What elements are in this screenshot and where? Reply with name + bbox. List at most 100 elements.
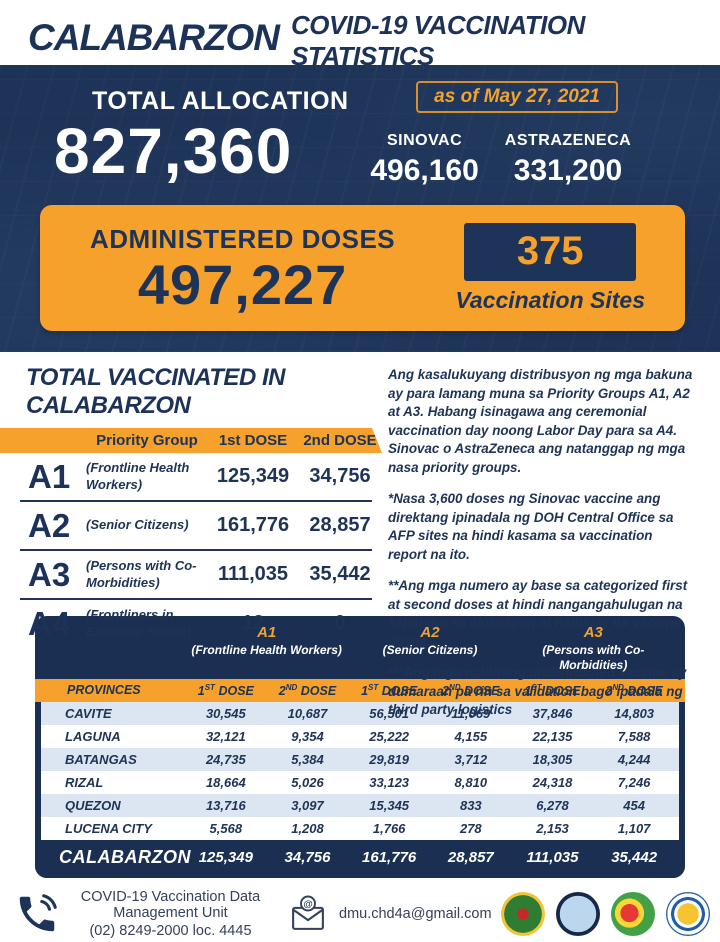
- group-a2-code: A2: [420, 624, 440, 641]
- dose-value: 56,501: [369, 705, 410, 721]
- email-icon: @: [287, 892, 329, 936]
- community-seal-logo: [666, 891, 710, 936]
- dose-value: 15,345: [369, 797, 410, 813]
- dose-value: 33,123: [369, 774, 410, 790]
- priority-row: A1 (Frontline Health Workers) 125,349 34,75…: [20, 453, 372, 502]
- administered-doses-card: ADMINISTERED DOSES 497,227 375 Vaccinati…: [40, 205, 685, 331]
- page-subtitle: COVID-19 VACCINATION STATISTICS: [291, 9, 585, 71]
- a1-dose2-header: 2ND DOSE: [278, 682, 337, 698]
- total-dose-value: 28,857: [447, 848, 494, 866]
- astrazeneca-label: ASTRAZENECA: [504, 132, 632, 149]
- dose-value: 18,305: [532, 751, 573, 767]
- total-dose-value: 111,035: [526, 848, 579, 866]
- dose-value: 9,354: [291, 728, 324, 744]
- priority-desc: (Senior Citizens): [86, 517, 189, 533]
- dose-value: 24,735: [205, 751, 246, 767]
- group-a1-code: A1: [257, 624, 277, 641]
- dose-value: 1,107: [617, 820, 651, 836]
- dose-value: 4,244: [617, 751, 651, 767]
- email-address: dmu.chd4a@gmail.com: [339, 905, 492, 922]
- total-allocation-value: 827,360: [54, 115, 293, 187]
- dose-value: 32,121: [205, 728, 246, 744]
- priority-row: A4 (Frontliners in Essential Sector) 12 0: [20, 600, 372, 647]
- logo-row: [501, 891, 710, 936]
- total-vaccinated-section: TOTAL VACCINATED IN CALABARZON Priority …: [0, 352, 720, 717]
- dose-value: 24,318: [532, 774, 573, 790]
- dose1-value: 125,349: [216, 465, 290, 487]
- dose-value: 37,846: [532, 705, 573, 721]
- province-name: BATANGAS: [65, 751, 137, 767]
- dose1-value: 12: [241, 612, 265, 634]
- dose-value: 6,278: [536, 797, 569, 813]
- note-paragraph: Ang kasalukuyang distribusyon ng mga bak…: [388, 367, 693, 475]
- dose-value: 833: [459, 797, 482, 813]
- provinces-group-header: A1 (Frontline Health Workers) A2 (Senior…: [35, 616, 685, 679]
- priority-table-title: TOTAL VACCINATED IN CALABARZON: [26, 364, 285, 419]
- priority-row: A3 (Persons with Co-Morbidities) 111,035 35…: [20, 551, 372, 600]
- provinces-table: A1 (Frontline Health Workers) A2 (Senior…: [35, 616, 685, 878]
- astrazeneca-value: 331,200: [513, 154, 623, 187]
- contact-block: COVID-19 Vaccination Data Management Uni…: [68, 889, 273, 939]
- dose-value: 3,097: [291, 797, 324, 813]
- group-a1-header: A1 (Frontline Health Workers): [185, 624, 348, 673]
- sinovac-label: SINOVAC: [386, 132, 463, 149]
- dose-value: 5,568: [209, 820, 243, 836]
- region-map-logo: [556, 891, 600, 936]
- calabarzon-total-row: CALABARZON 125,349 34,756 161,776 28,857 111…: [35, 839, 685, 878]
- dose1-value: 161,776: [216, 514, 290, 536]
- provinces-column-header: PROVINCES 1ST DOSE 2ND DOSE 1ST DOSE 2ND…: [35, 678, 685, 702]
- unit-name: COVID-19 Vaccination Data Management Uni…: [80, 888, 261, 921]
- priority-table-body: A1 (Frontline Health Workers) 125,349 34,75…: [20, 453, 382, 647]
- notes-column: Ang kasalukuyang distribusyon ng mga bak…: [382, 362, 720, 717]
- province-row: CAVITE 30,545 10,687 56,501 11,069 37,846 14,8…: [41, 701, 679, 725]
- priority-code: A3: [28, 556, 71, 593]
- a2-dose2-header: 2ND DOSE: [442, 682, 500, 698]
- dose-value: 1,208: [291, 820, 324, 836]
- provinces-table-body: CAVITE 30,545 10,687 56,501 11,069 37,846 14,8…: [35, 701, 685, 840]
- province-name: CAVITE: [65, 705, 112, 721]
- dose-value: 3,712: [454, 751, 488, 767]
- dose-value: 5,384: [291, 751, 324, 767]
- vaccination-sites-count-box: 375: [464, 222, 637, 281]
- priority-desc: (Frontline Health Workers): [86, 460, 190, 492]
- group-a2-header: A2 (Senior Citizens): [348, 624, 511, 673]
- priority-table-header: Priority Group 1st DOSE 2nd DOSE: [0, 428, 382, 453]
- province-name: QUEZON: [65, 797, 121, 813]
- vaccination-program-logo: [611, 891, 655, 936]
- dose2-header: 2nd DOSE: [303, 432, 377, 449]
- dose2-value: 35,442: [309, 563, 371, 585]
- dose-value: 7,246: [617, 774, 651, 790]
- dose-value: 454: [623, 797, 645, 813]
- priority-code: A4: [28, 605, 71, 642]
- dose-value: 14,803: [614, 705, 655, 721]
- note-paragraph: **Ang mga numero ay base sa categorized …: [388, 578, 688, 649]
- vaccination-sites-label: Vaccination Sites: [455, 286, 645, 313]
- vaccination-sites-count: 375: [516, 229, 584, 273]
- dose-value: 18,664: [205, 774, 246, 790]
- group-a1-desc: (Frontline Health Workers): [191, 642, 342, 657]
- province-name: RIZAL: [65, 774, 104, 790]
- footer: COVID-19 Vaccination Data Management Uni…: [0, 878, 720, 940]
- province-name: LAGUNA: [65, 728, 121, 744]
- administered-doses-label: ADMINISTERED DOSES: [90, 223, 396, 254]
- dose-value: 4,155: [454, 728, 488, 744]
- dose-value: 10,687: [287, 705, 328, 721]
- administered-doses-value: 497,227: [137, 252, 348, 316]
- a2-dose1-header: 1ST DOSE: [361, 682, 418, 698]
- note-paragraph: ***Ang mga natitirang undistributed vacc…: [388, 665, 687, 717]
- group-a3-code: A3: [583, 624, 603, 641]
- dose-value: 7,588: [617, 728, 651, 744]
- page-header: CALABARZON COVID-19 VACCINATION STATISTI…: [0, 0, 720, 71]
- calabarzon-total-label: CALABARZON: [59, 846, 191, 867]
- total-allocation-label: TOTAL ALLOCATION: [92, 87, 349, 115]
- priority-code: A1: [28, 458, 71, 495]
- province-row: RIZAL 18,664 5,026 33,123 8,810 24,318 7,246: [41, 770, 679, 794]
- dose-value: 30,545: [205, 705, 246, 721]
- priority-code-header: [20, 432, 86, 449]
- as-of-date-badge: as of May 27, 2021: [416, 81, 618, 113]
- province-name: LUCENA CITY: [65, 820, 152, 836]
- dose1-value: 111,035: [217, 563, 289, 585]
- priority-code: A2: [28, 507, 71, 544]
- dose-value: 278: [459, 820, 482, 836]
- dose2-value: 28,857: [309, 514, 371, 536]
